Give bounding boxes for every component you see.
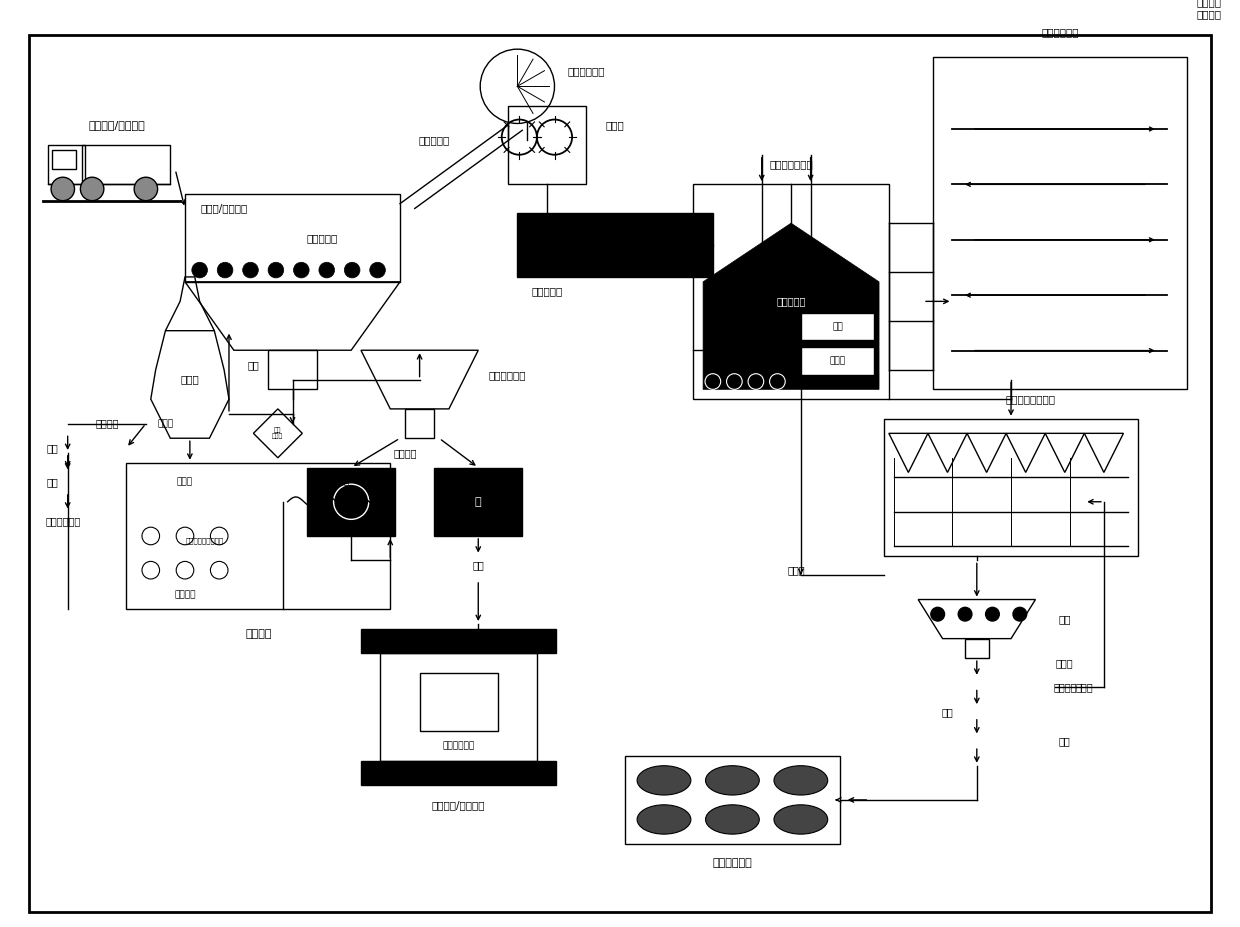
Text: 油水分离装置: 油水分离装置: [443, 742, 475, 751]
Text: 加热: 加热: [832, 323, 843, 331]
Bar: [801, 313, 874, 340]
Bar: [185, 194, 401, 282]
Text: 曝气池: 曝气池: [177, 477, 193, 487]
Bar: [801, 348, 874, 375]
Text: 生物柴油/工业用油: 生物柴油/工业用油: [432, 800, 485, 810]
Text: 爬坡传送带: 爬坡传送带: [419, 135, 450, 145]
Text: 有机液态肥料: 有机液态肥料: [45, 516, 81, 527]
Text: 达标: 达标: [46, 443, 58, 453]
Text: 油: 油: [475, 497, 481, 507]
Text: 活性污泥: 活性污泥: [175, 590, 196, 599]
Bar: [308, 467, 396, 536]
Ellipse shape: [706, 805, 759, 834]
Text: 自然二次生物发酵: 自然二次生物发酵: [1006, 394, 1055, 404]
Text: 取样检测: 取样检测: [1053, 682, 1076, 692]
Circle shape: [192, 262, 207, 278]
Circle shape: [1013, 607, 1027, 621]
Circle shape: [81, 177, 104, 200]
Text: 微生物发酵: 微生物发酵: [776, 297, 806, 306]
Text: 液体: 液体: [248, 360, 259, 370]
Bar: [82, 145, 170, 184]
Text: 达标: 达标: [941, 707, 954, 717]
Text: 筛分: 筛分: [1059, 614, 1071, 624]
Text: 废气处理装置: 废气处理装置: [1042, 28, 1079, 37]
Text: 油水分离装置: 油水分离装置: [489, 370, 526, 380]
Text: 细物料: 细物料: [1056, 658, 1074, 668]
Text: 有机废水: 有机废水: [393, 448, 417, 458]
Text: 有机垃圾/称重计量: 有机垃圾/称重计量: [88, 121, 145, 131]
Text: 甜油: 甜油: [472, 560, 484, 570]
Bar: [361, 629, 557, 654]
Text: 不达标: 不达标: [157, 419, 174, 428]
Bar: [361, 761, 557, 785]
Text: 投加
化学品: 投加 化学品: [273, 427, 284, 439]
Circle shape: [294, 262, 309, 278]
Text: 高温好氧发酵仓: 高温好氧发酵仓: [769, 159, 813, 170]
Circle shape: [931, 607, 945, 621]
Text: 固体有机肥料: 固体有机肥料: [713, 858, 753, 869]
Bar: [434, 467, 522, 536]
Circle shape: [51, 177, 74, 200]
Circle shape: [268, 262, 284, 278]
Bar: [517, 213, 713, 277]
Text: 包装: 包装: [1059, 736, 1070, 746]
Bar: [268, 350, 317, 389]
Text: 取样检测: 取样检测: [95, 419, 119, 428]
Circle shape: [345, 262, 360, 278]
Bar: [884, 419, 1138, 555]
Circle shape: [959, 607, 972, 621]
Text: 喷淋冲洗装置: 喷淋冲洗装置: [567, 67, 605, 77]
Text: 沉淀池: 沉淀池: [334, 477, 350, 487]
Ellipse shape: [774, 766, 828, 795]
Circle shape: [243, 262, 258, 278]
Bar: [52, 150, 77, 170]
Text: 粗物料: 粗物料: [787, 565, 805, 575]
Circle shape: [134, 177, 157, 200]
Bar: [625, 756, 839, 844]
Bar: [965, 639, 988, 658]
Text: 分拣台/固液分离: 分拣台/固液分离: [201, 204, 248, 213]
Text: 水蒸气和
二氧化碳: 水蒸气和 二氧化碳: [1197, 0, 1221, 19]
Circle shape: [986, 607, 999, 621]
Bar: [507, 106, 585, 184]
Ellipse shape: [774, 805, 828, 834]
Text: 控制器: 控制器: [830, 357, 846, 365]
Text: 配比: 配比: [46, 477, 58, 488]
Text: 水平传送带: 水平传送带: [306, 233, 337, 243]
Polygon shape: [703, 223, 879, 389]
Bar: [932, 57, 1187, 389]
Text: 废水处理后生化反应: 废水处理后生化反应: [186, 538, 223, 544]
Text: 废水处理: 废水处理: [246, 629, 272, 639]
Ellipse shape: [637, 766, 691, 795]
Circle shape: [370, 262, 386, 278]
Bar: [126, 463, 391, 609]
Text: 粉碎机: 粉碎机: [605, 121, 625, 131]
Text: 浓缩塔: 浓缩塔: [181, 375, 200, 385]
Bar: [419, 673, 497, 731]
Circle shape: [217, 262, 233, 278]
Ellipse shape: [637, 805, 691, 834]
Bar: [693, 184, 889, 400]
Circle shape: [319, 262, 335, 278]
Text: 压榨脱水机: 压榨脱水机: [531, 286, 562, 297]
Bar: [48, 145, 86, 184]
Bar: [405, 409, 434, 438]
Text: 不达标: 不达标: [1075, 682, 1094, 692]
Bar: [381, 654, 537, 761]
Ellipse shape: [706, 766, 759, 795]
